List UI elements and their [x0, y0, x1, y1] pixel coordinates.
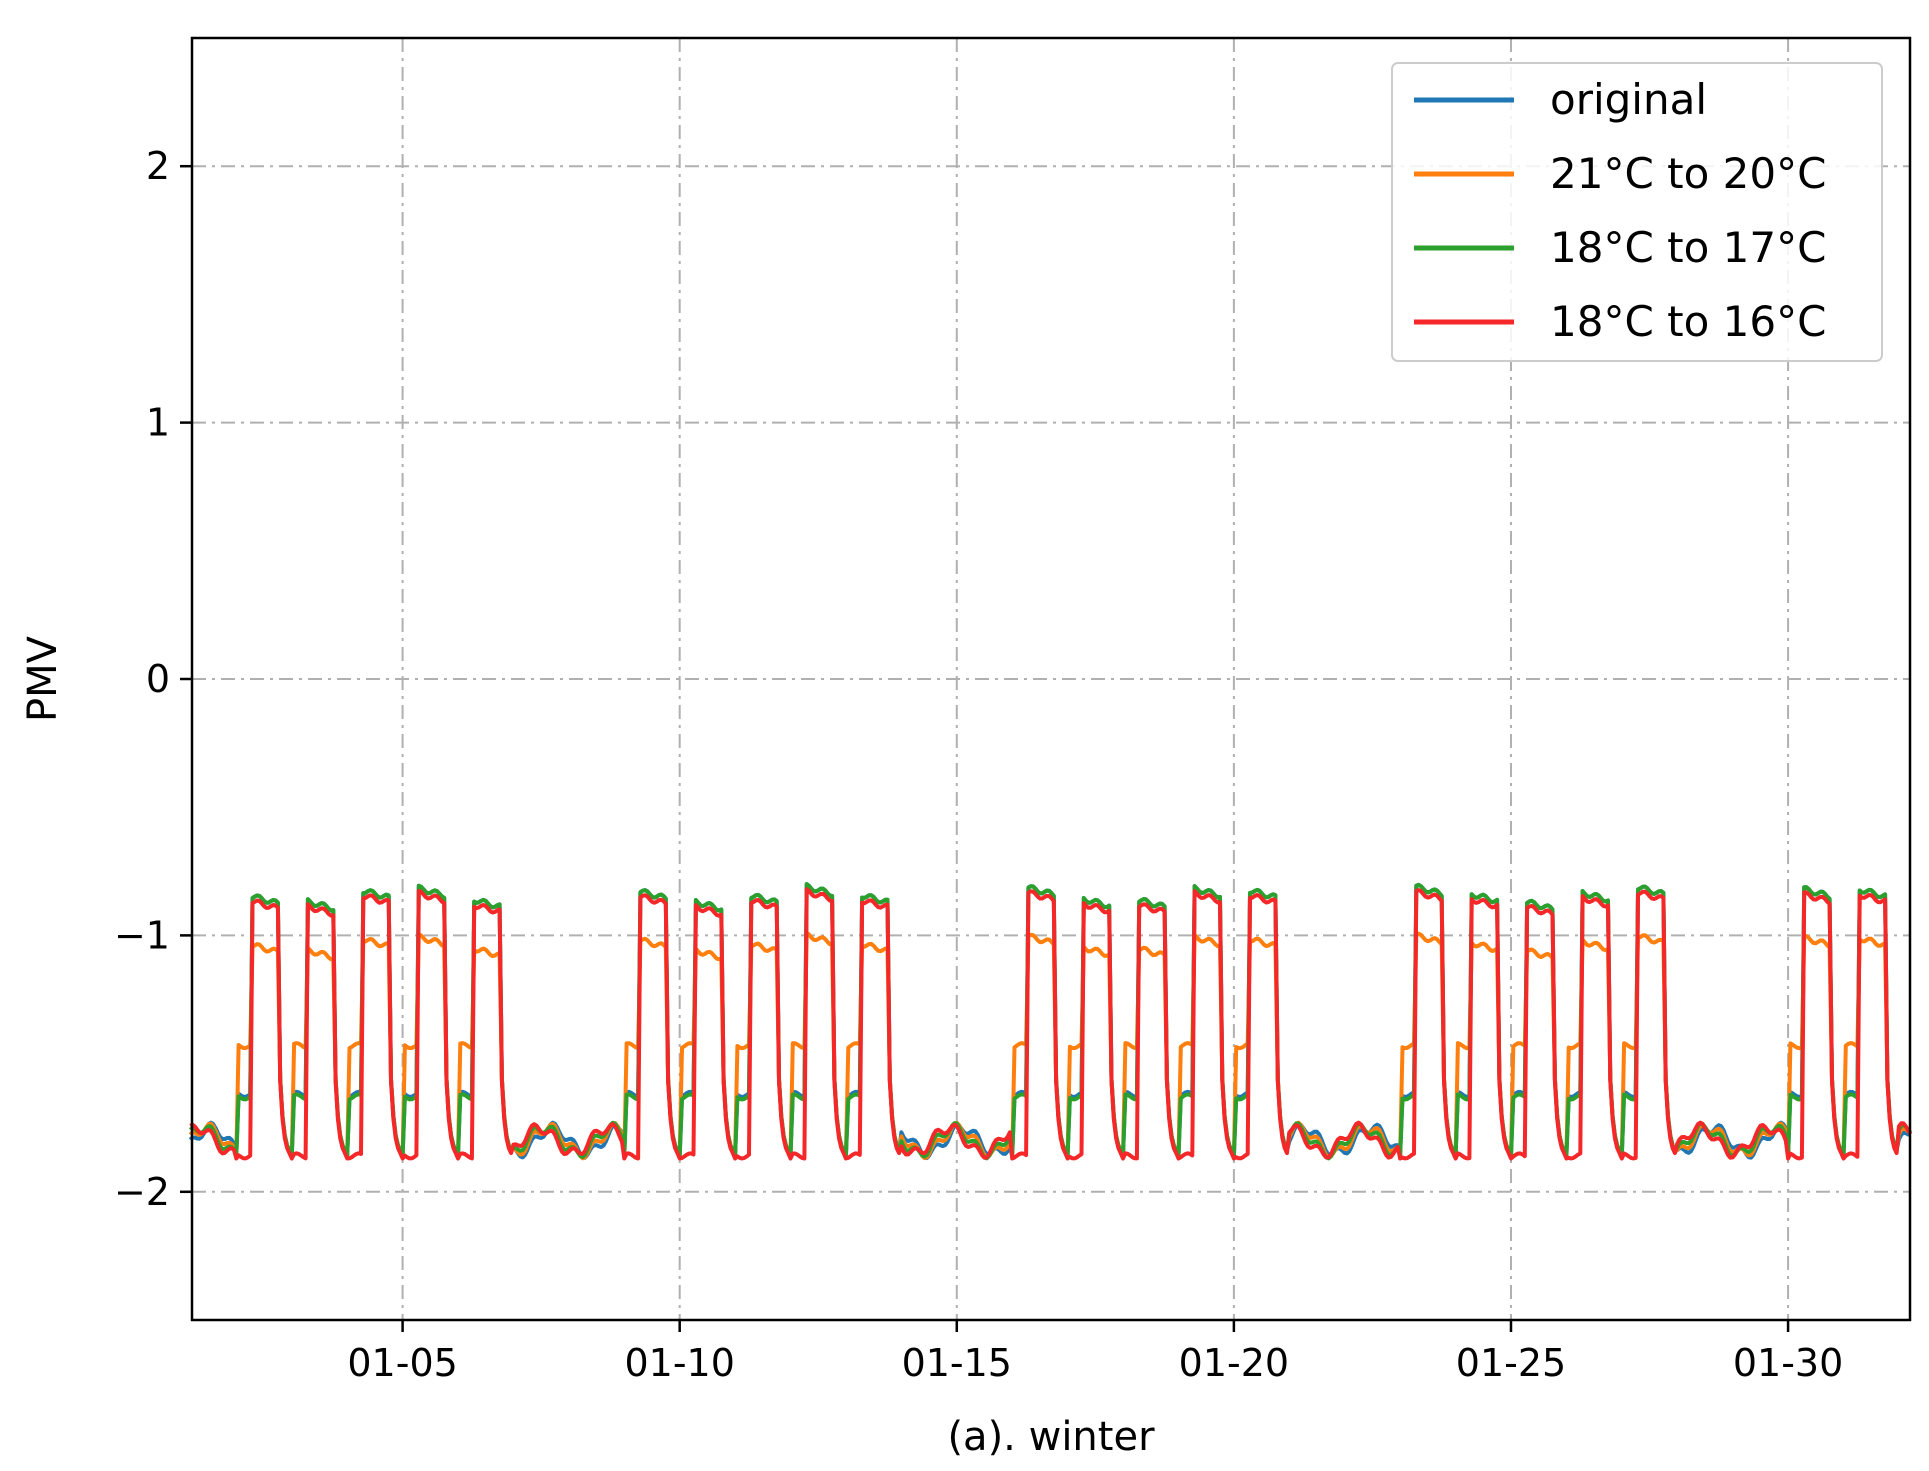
x-tick-label: 01-10 [624, 1341, 734, 1385]
series-line-1 [188, 930, 1912, 1161]
series-line-2 [188, 882, 1913, 1161]
x-tick-label: 01-15 [902, 1341, 1012, 1385]
y-axis-label: PMV [20, 635, 66, 722]
legend-box [1391, 62, 1883, 362]
x-axis-label: (a). winter [947, 1414, 1155, 1460]
x-tick-label: 01-30 [1733, 1341, 1843, 1385]
y-tick-label: −2 [114, 1170, 170, 1214]
y-tick-label: −1 [114, 913, 170, 957]
legend-label-0: original [1550, 75, 1707, 124]
y-tick-label: 0 [146, 657, 170, 701]
x-tick-label: 01-20 [1179, 1341, 1289, 1385]
y-tick-label: 1 [146, 401, 170, 445]
x-tick-label: 01-05 [347, 1341, 457, 1385]
x-axis-ticks: 01-05 01-10 01-15 01-20 01-25 01-30 [347, 1320, 1843, 1385]
y-tick-label: 2 [146, 144, 170, 188]
legend-label-2: 18°C to 17°C [1550, 223, 1826, 272]
series-layer [188, 882, 1913, 1161]
legend: original 21°C to 20°C 18°C to 17°C 18°C to … [1391, 62, 1883, 362]
legend-label-1: 21°C to 20°C [1550, 149, 1826, 198]
series-line-3 [189, 887, 1913, 1161]
y-axis-ticks: −2 −1 0 1 2 [114, 144, 192, 1214]
legend-label-3: 18°C to 16°C [1550, 297, 1826, 346]
x-tick-label: 01-25 [1456, 1341, 1566, 1385]
